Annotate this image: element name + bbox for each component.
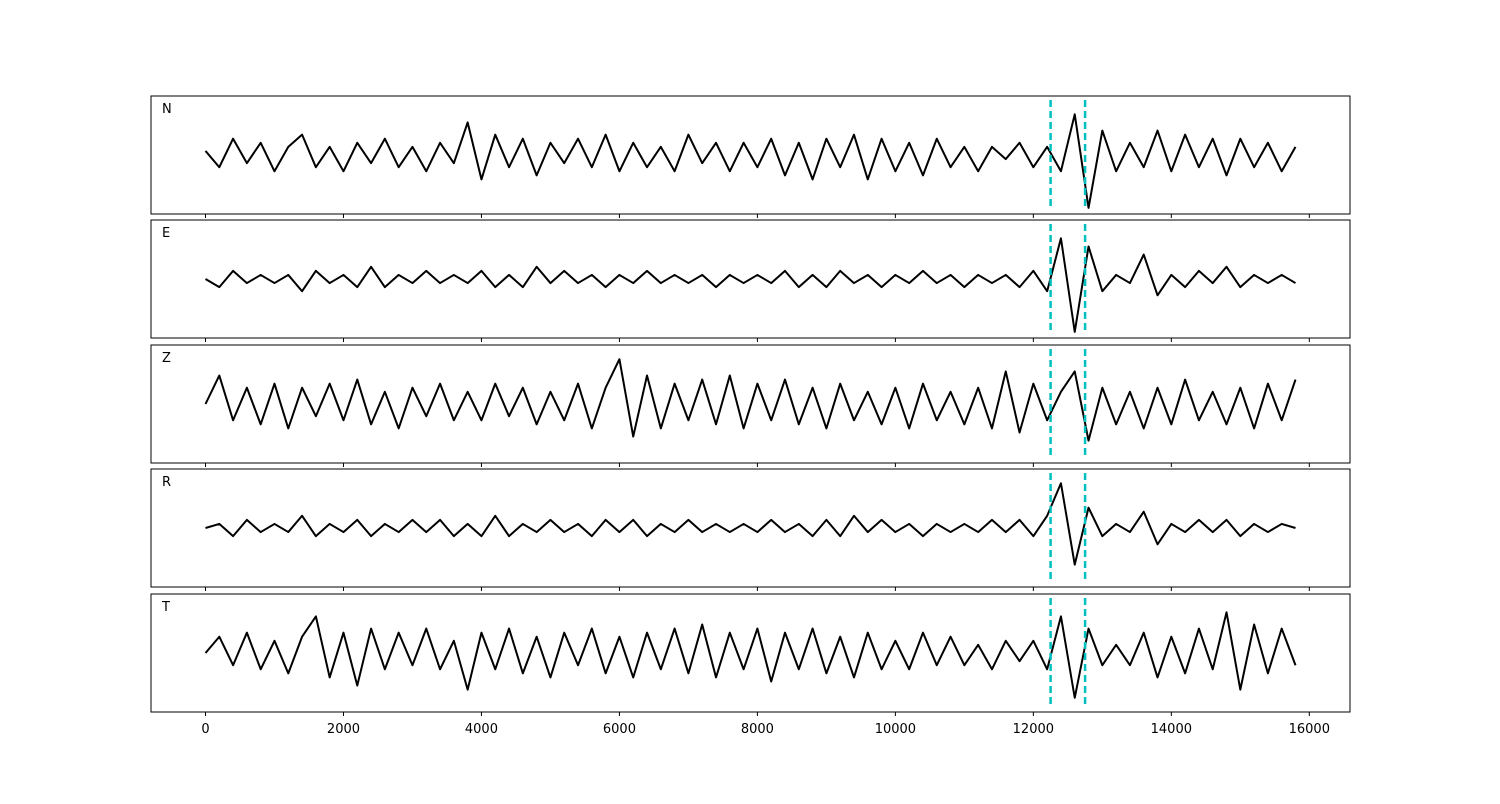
panel-label: R: [162, 475, 171, 490]
x-tick-label: 4000: [465, 722, 498, 737]
panel-label: E: [162, 226, 170, 241]
x-tick-label: 6000: [603, 722, 636, 737]
axes-frame: [150, 468, 1351, 588]
axes-frame: [150, 593, 1351, 713]
waveform: [204, 611, 1297, 699]
panel-label: Z: [162, 351, 171, 366]
waveform: [204, 237, 1297, 333]
x-tick-label: 2000: [327, 722, 360, 737]
x-tick-label: 16000: [1289, 722, 1330, 737]
panel-label: N: [162, 102, 172, 117]
waveform: [204, 358, 1297, 442]
axes-frame: [150, 344, 1351, 464]
x-tick-label: 0: [201, 722, 209, 737]
x-tick-label: 10000: [875, 722, 916, 737]
x-tick-label: 12000: [1013, 722, 1054, 737]
panel-label: T: [161, 600, 170, 615]
axes-frame: [150, 219, 1351, 339]
waveform: [204, 113, 1297, 209]
x-tick-label: 8000: [741, 722, 774, 737]
waveform: [205, 482, 1296, 566]
axes-frame: [150, 95, 1351, 215]
x-tick-label: 14000: [1151, 722, 1192, 737]
